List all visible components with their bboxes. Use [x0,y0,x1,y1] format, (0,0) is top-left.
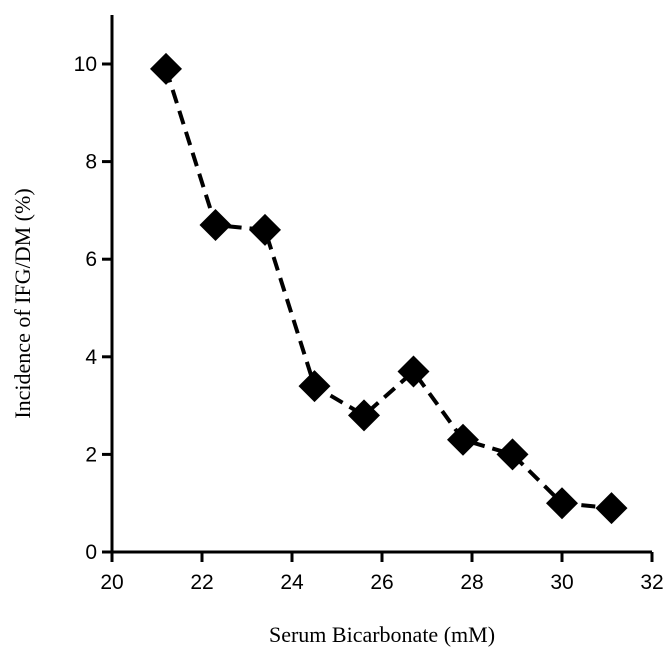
data-point-marker [348,399,380,432]
data-point-marker [496,438,529,471]
data-point-marker [595,492,628,525]
x-tick-label: 28 [460,571,483,594]
data-point-marker [199,209,232,242]
y-tick-label: 6 [85,248,97,271]
x-tick-label: 20 [100,571,123,594]
y-tick-label: 2 [85,443,97,466]
y-tick-label: 0 [85,541,97,564]
x-tick-label: 22 [190,571,213,594]
data-point-marker [447,423,479,456]
y-ticks: 0 2 4 6 8 10 [74,53,112,564]
data-point-marker [546,487,578,520]
y-tick-label: 10 [74,53,97,76]
series-layer [150,52,628,525]
x-tick-label: 32 [640,571,663,594]
x-tick-label: 24 [280,571,304,594]
x-axis-title: Serum Bicarbonate (mM) [269,622,495,647]
data-point-marker [397,355,430,388]
data-point-marker [249,213,281,246]
x-tick-label: 26 [370,571,393,594]
x-tick-label: 30 [550,571,573,594]
y-axis-title: Incidence of IFG/DM (%) [10,188,35,418]
x-ticks: 20 22 24 26 28 30 32 [100,552,664,594]
data-point-marker [298,370,331,403]
y-tick-label: 8 [85,151,97,174]
series-line [164,68,612,511]
data-point-marker [150,52,182,85]
y-tick-label: 4 [85,346,97,369]
